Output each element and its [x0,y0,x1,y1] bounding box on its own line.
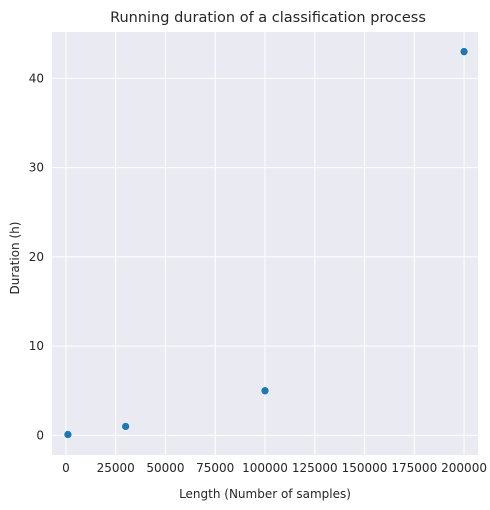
x-axis-label: Length (Number of samples) [179,487,351,501]
y-tick-label: 30 [29,161,44,175]
x-tick-label: 175000 [391,461,437,475]
data-points [63,47,469,439]
y-gridlines [52,77,478,436]
x-tick-label: 0 [62,461,70,475]
data-point [459,47,469,56]
y-tick-label: 20 [29,250,44,264]
chart-title: Running duration of a classification pro… [110,10,426,26]
data-point [121,422,130,431]
x-tick-label: 25000 [97,461,135,475]
x-tick-label: 50000 [146,461,184,475]
x-tick-label: 100000 [242,461,288,475]
y-tick-label: 10 [29,339,44,353]
y-tick-label: 40 [29,71,44,85]
data-point [260,386,270,396]
data-point [63,430,73,439]
x-tick-label: 75000 [196,461,234,475]
y-axis-label: Duration (h) [8,222,22,295]
y-tick-label: 0 [36,428,44,442]
x-tick-labels: 0 25000 50000 75000 100000 125000 150000 175000… [62,461,487,475]
y-tick-labels: 0 10 20 30 40 [29,71,44,442]
x-tick-label: 125000 [292,461,338,475]
x-tick-label: 200000 [441,461,487,475]
x-gridlines [65,32,465,455]
x-tick-label: 150000 [342,461,388,475]
